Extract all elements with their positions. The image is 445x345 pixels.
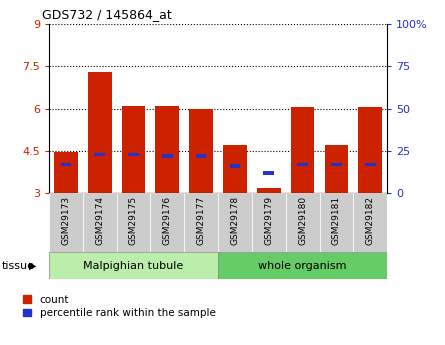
Text: GDS732 / 145864_at: GDS732 / 145864_at	[42, 8, 172, 21]
Bar	[218, 193, 252, 252]
Text: GSM29177: GSM29177	[197, 196, 206, 245]
Text: GSM29180: GSM29180	[298, 196, 307, 245]
Bar	[291, 107, 315, 193]
Text: GSM29174: GSM29174	[95, 196, 104, 245]
Text: tissue: tissue	[2, 261, 35, 270]
Bar	[324, 145, 348, 193]
Bar	[223, 145, 247, 193]
Bar	[196, 154, 206, 158]
Legend: count, percentile rank within the sample: count, percentile rank within the sample	[23, 295, 215, 318]
Bar	[61, 163, 71, 166]
Bar	[117, 193, 150, 252]
Bar	[184, 193, 218, 252]
Bar	[365, 163, 376, 166]
Text: GSM29175: GSM29175	[129, 196, 138, 245]
Bar	[230, 165, 240, 168]
Text: GSM29181: GSM29181	[332, 196, 341, 245]
Bar	[155, 106, 179, 193]
Text: whole organism: whole organism	[259, 261, 347, 270]
Bar	[297, 163, 308, 166]
Text: GSM29182: GSM29182	[366, 196, 375, 245]
Text: Malpighian tubule: Malpighian tubule	[83, 261, 184, 270]
Bar	[252, 193, 286, 252]
Bar	[162, 154, 173, 158]
Bar	[331, 163, 342, 166]
Bar	[320, 193, 353, 252]
Bar	[83, 193, 117, 252]
Bar	[189, 109, 213, 193]
Bar	[49, 252, 218, 279]
Bar	[128, 152, 139, 156]
Bar	[94, 152, 105, 156]
Bar	[54, 152, 78, 193]
Bar	[49, 193, 83, 252]
Bar	[257, 188, 281, 193]
Text: ▶: ▶	[29, 261, 36, 270]
Text: GSM29178: GSM29178	[231, 196, 239, 245]
Bar	[358, 107, 382, 193]
Text: GSM29173: GSM29173	[61, 196, 70, 245]
Text: GSM29179: GSM29179	[264, 196, 273, 245]
Bar	[263, 171, 274, 175]
Text: GSM29176: GSM29176	[163, 196, 172, 245]
Bar	[150, 193, 184, 252]
Bar	[218, 252, 387, 279]
Bar	[88, 72, 112, 193]
Bar	[286, 193, 320, 252]
Bar	[121, 106, 146, 193]
Bar	[353, 193, 387, 252]
